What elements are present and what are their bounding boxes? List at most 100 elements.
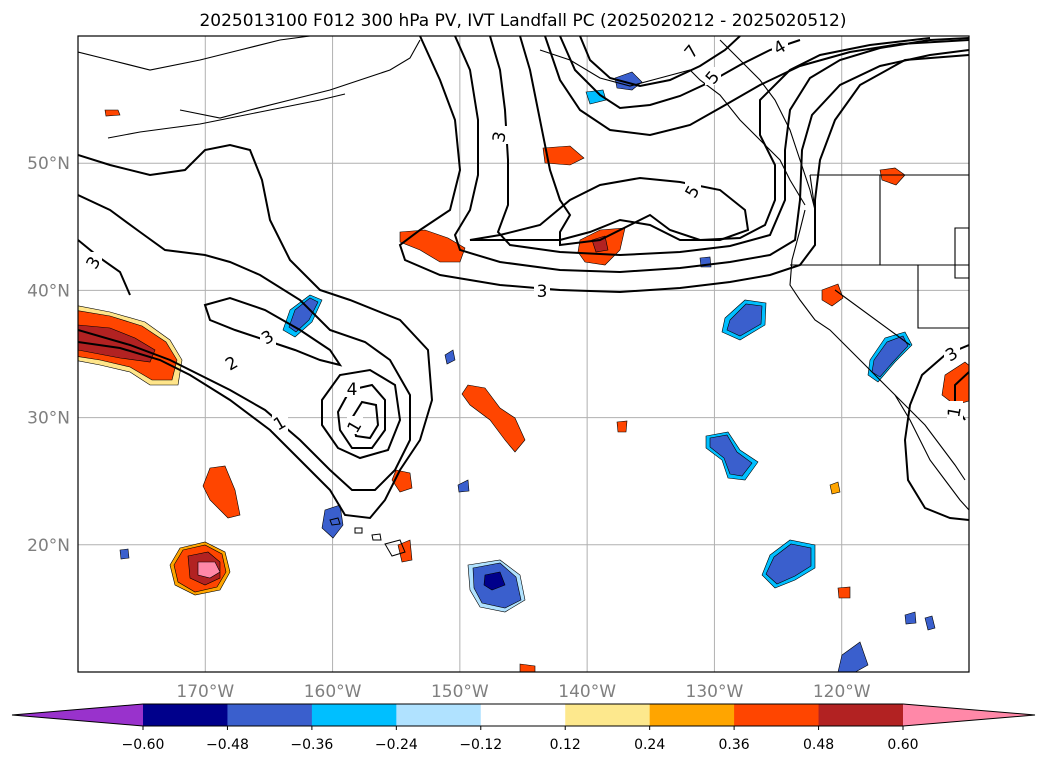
colorbar-tick-label: 0.24: [634, 737, 665, 753]
colorbar-segment: [311, 704, 397, 726]
anomaly-blob: [837, 641, 869, 672]
map-frame: [77, 35, 970, 673]
contour-line: [398, 36, 969, 294]
contour-label-bg: [947, 401, 963, 419]
colorbar-tick-label: −0.60: [122, 737, 165, 753]
border-lines: [790, 174, 969, 346]
contour-line: [321, 368, 402, 460]
contour-line: [350, 400, 380, 440]
anomaly-blob: [461, 384, 526, 453]
anomaly-blob: [104, 109, 121, 117]
contour-line: [453, 36, 969, 274]
figure-title: 2025013100 F012 300 hPa PV, IVT Landfall…: [199, 11, 846, 31]
lon-tick-label: 150°W: [431, 682, 489, 702]
colorbar-tick-label: 0.60: [887, 737, 918, 753]
anomaly-blob: [457, 479, 470, 493]
contour-line: [519, 36, 931, 247]
colorbar-segment: [818, 704, 904, 726]
contour-label: 3: [489, 130, 511, 144]
anomaly-blob: [119, 548, 130, 560]
anomaly-blob: [829, 481, 841, 495]
lat-tick-label: 50°N: [27, 154, 70, 174]
anomaly-blob: [904, 611, 917, 625]
contour-label-bg: [944, 344, 960, 362]
colorbar-segment: [649, 704, 735, 726]
anomaly-blob: [924, 615, 936, 631]
lon-tick-label: 130°W: [686, 682, 744, 702]
colorbar-segment: [396, 704, 482, 726]
anomaly-blob: [616, 420, 628, 433]
contour-label-bg: [272, 413, 288, 431]
anomaly-blob: [202, 465, 241, 519]
colorbar-extend-high: [903, 704, 1035, 726]
baja-coast: [894, 394, 966, 481]
anomaly-blob: [197, 561, 221, 579]
anomaly-blob: [726, 303, 763, 337]
anomaly-blob: [321, 504, 344, 539]
contour-label-bg: [347, 416, 363, 434]
colorbar-extend-low: [12, 704, 143, 726]
anomaly-blob: [288, 297, 319, 333]
aleutian-chain: [107, 93, 346, 139]
colorbar-tick-label: −0.48: [206, 737, 249, 753]
colorbar-tick-label: −0.36: [290, 737, 333, 753]
contour-label-bg: [492, 126, 508, 144]
negative-anomaly-shading: [119, 71, 936, 672]
contour-line: [78, 239, 131, 296]
lat-tick-label: 20°N: [27, 536, 70, 556]
contour-line: [469, 176, 750, 241]
colorbar-tick-label: 0.12: [550, 737, 581, 753]
colorbar-tick-label: 0.48: [803, 737, 834, 753]
colorbar-segment: [565, 704, 651, 726]
contour-label-bg: [534, 281, 550, 299]
colorbar-tick-label: −0.12: [459, 737, 502, 753]
lon-tick-label: 160°W: [304, 682, 362, 702]
contour-label: 3: [537, 282, 548, 302]
hawaii-islands: [329, 517, 406, 557]
alaska-gulf-coast: [539, 49, 806, 206]
lon-tick-label: 170°W: [176, 682, 234, 702]
anomaly-blob: [765, 543, 812, 585]
anomaly-blob: [519, 663, 536, 672]
contour-label-bg: [260, 327, 276, 345]
colorbar-segment: [143, 704, 228, 726]
us-west-coast: [789, 209, 969, 511]
anomaly-blob: [837, 586, 851, 599]
contour-line: [78, 143, 434, 520]
pv-contours: [78, 36, 969, 521]
lon-tick-label: 120°W: [813, 682, 871, 702]
contour-label-bg: [344, 379, 360, 397]
anomaly-blob: [483, 571, 506, 591]
contour-label-bg: [684, 41, 700, 59]
contour-label: 1: [944, 405, 966, 419]
colorbar-segment: [480, 704, 566, 726]
anomaly-blob: [399, 229, 466, 263]
colorbar: −0.60 −0.48 −0.36 −0.24 −0.12 0.12 0.24 0.36 0.4…: [11, 703, 1036, 753]
contour-line: [489, 36, 969, 257]
lat-tick-label: 40°N: [27, 281, 70, 301]
alaska-coast: [78, 36, 421, 119]
anomaly-blob: [444, 349, 456, 365]
contour-line: [544, 36, 969, 137]
colorbar-segment: [734, 704, 820, 726]
colorbar-tick-label: −0.24: [375, 737, 418, 753]
latitude-labels: 20°N 30°N 40°N 50°N: [27, 154, 70, 556]
contour-label-bg: [685, 181, 701, 199]
contour-line: [78, 194, 411, 491]
contour-line: [579, 36, 741, 88]
contour-label-bg: [86, 252, 102, 270]
colorbar-tick-label: 0.36: [719, 737, 750, 753]
contour-line: [559, 36, 801, 110]
longitude-labels: 170°W 160°W 150°W 140°W 130°W 120°W: [176, 682, 870, 702]
contour-label-bg: [772, 37, 788, 55]
contour-label-bg: [705, 67, 721, 85]
contour-line: [203, 296, 343, 367]
anomaly-blob: [709, 434, 753, 477]
contour-label-bg: [224, 353, 240, 371]
anomaly-blob: [542, 145, 585, 166]
lon-tick-label: 140°W: [558, 682, 616, 702]
anomaly-blob: [879, 167, 906, 186]
